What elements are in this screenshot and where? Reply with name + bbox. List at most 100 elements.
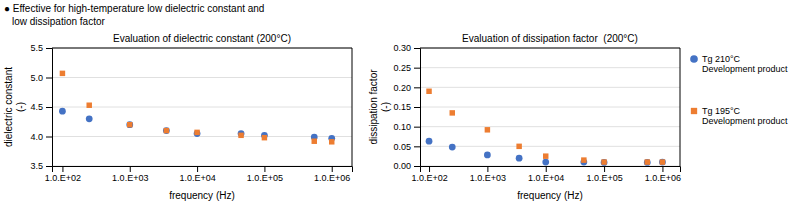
x-tick: 1.0.E+05	[586, 166, 622, 183]
legend: Tg 210°CDevelopment productTg 195°CDevel…	[690, 54, 788, 126]
header-title: ● Effective for high-temperature low die…	[4, 3, 264, 14]
y-tick-mark	[414, 107, 420, 108]
x-tick: 1.0.E+02	[45, 166, 81, 183]
y-tick: 0.25	[393, 63, 420, 73]
data-point	[194, 130, 199, 135]
y-tick-mark	[46, 166, 52, 167]
text-line: Tg 195°C	[702, 106, 741, 116]
data-point	[581, 157, 586, 162]
x-tick-mark	[332, 166, 333, 172]
data-point	[516, 155, 523, 162]
y-tick-label: 0.25	[393, 63, 411, 73]
subplot: 1.0.E+02 1.0.E+03 1.0.E+04 1.0.E+05 1.0.E+06…	[368, 33, 681, 201]
text-line: (-)	[15, 102, 26, 112]
y-tick-mark	[46, 137, 52, 138]
data-point	[86, 115, 93, 122]
data-point	[449, 144, 456, 151]
legend-item: Tg 210°CDevelopment product	[690, 54, 788, 74]
header-subtitle: low dissipation factor	[12, 16, 105, 27]
data-point	[86, 102, 91, 107]
y-tick-mark	[414, 87, 420, 88]
y-tick: 0.00	[393, 161, 420, 171]
data-point	[543, 153, 548, 158]
x-tick-mark	[662, 166, 663, 172]
data-point	[59, 108, 66, 115]
x-tick-mark	[264, 166, 265, 172]
series	[426, 89, 665, 165]
x-axis: 1.0.E+02 1.0.E+03 1.0.E+04 1.0.E+05 1.0.E+06	[411, 166, 681, 183]
legend-label: Tg 210°CDevelopment product	[702, 54, 788, 74]
x-tick-label: 1.0.E+02	[411, 173, 447, 183]
data-point	[126, 121, 133, 128]
y-tick-label: 0.10	[393, 122, 411, 132]
grid-line	[420, 87, 680, 88]
data-point	[601, 159, 606, 164]
plot-title: Evaluation of dissipation factor (200°C)	[462, 33, 638, 44]
y-tick-label: 0.15	[393, 102, 411, 112]
y-tick-label: 0.05	[393, 142, 411, 152]
data-point	[601, 159, 608, 166]
x-tick: 1.0.E+04	[528, 166, 564, 183]
x-axis-line	[421, 167, 681, 173]
y-tick-mark	[46, 78, 52, 79]
x-tick-label: 1.0.E+04	[179, 173, 215, 183]
grid-line	[420, 126, 680, 127]
y-tick: 5.5	[30, 43, 52, 53]
y-tick-label: 3.5	[30, 161, 43, 171]
x-axis-title: frequency (Hz)	[517, 190, 583, 201]
data-point	[516, 144, 521, 149]
data-point	[60, 71, 65, 76]
x-tick-mark	[130, 166, 131, 172]
x-tick-label: 1.0.E+06	[645, 173, 681, 183]
data-point	[659, 159, 666, 166]
plot-frame	[420, 48, 680, 166]
data-point	[485, 127, 490, 132]
y-tick: 3.5	[30, 161, 52, 171]
data-point	[238, 133, 243, 138]
y-tick-label: 0.30	[393, 43, 411, 53]
data-point	[164, 128, 169, 133]
y-tick: 0.05	[393, 142, 420, 152]
x-tick-label: 1.0.E+03	[112, 173, 148, 183]
y-tick-label: 5.5	[30, 43, 43, 53]
y-tick-mark	[414, 48, 420, 49]
y-tick-mark	[46, 48, 52, 49]
legend-marker	[690, 55, 698, 63]
data-point	[645, 159, 650, 164]
data-point	[127, 122, 132, 127]
data-point	[194, 130, 201, 137]
y-tick-mark	[46, 107, 52, 108]
series	[426, 138, 666, 166]
x-tick: 1.0.E+06	[314, 166, 350, 183]
y-axis-line	[46, 49, 53, 167]
x-tick: 1.0.E+05	[247, 166, 283, 183]
text-line: Development product	[702, 64, 788, 74]
y-tick: 0.10	[393, 122, 420, 132]
text-line: Development product	[702, 116, 788, 126]
x-tick-label: 1.0.E+06	[314, 173, 350, 183]
x-tick-mark	[546, 166, 547, 172]
x-tick-mark	[429, 166, 430, 172]
plot-area	[59, 71, 335, 145]
data-point	[450, 110, 455, 115]
x-tick: 1.0.E+03	[112, 166, 148, 183]
data-point	[644, 159, 651, 166]
series	[59, 108, 335, 142]
grid-line	[52, 136, 352, 137]
data-point	[262, 135, 267, 140]
x-tick-label: 1.0.E+05	[586, 173, 622, 183]
grid-line	[52, 77, 352, 78]
x-tick: 1.0.E+03	[470, 166, 506, 183]
y-tick: 0.15	[393, 102, 420, 112]
x-tick-mark	[487, 166, 488, 172]
x-tick: 1.0.E+02	[411, 166, 447, 183]
y-axis-title: dissipation factor(-)	[368, 69, 391, 145]
x-tick-mark	[62, 166, 63, 172]
x-tick-label: 1.0.E+04	[528, 173, 564, 183]
y-tick-label: 0.20	[393, 83, 411, 93]
y-axis: 3.54.04.55.05.5	[30, 43, 52, 171]
grid	[52, 48, 352, 166]
x-axis-line	[53, 167, 353, 173]
grid-line	[420, 146, 680, 147]
subplot: 1.0.E+02 1.0.E+03 1.0.E+04 1.0.E+05 1.0.E+06…	[3, 33, 353, 201]
